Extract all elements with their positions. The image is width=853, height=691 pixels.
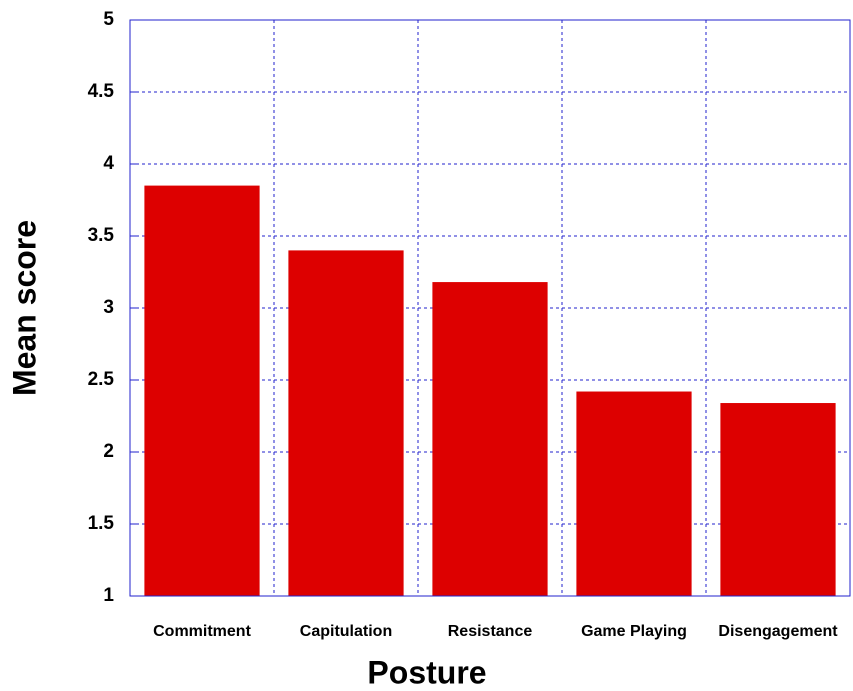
x-tick-label: Game Playing	[581, 623, 687, 640]
y-axis-label: Mean score	[6, 220, 42, 396]
plot-frame	[129, 19, 851, 597]
x-axis-label: Posture	[367, 654, 486, 690]
y-tick-label: 5	[103, 9, 114, 30]
bar	[720, 403, 836, 596]
x-tick-label: Capitulation	[300, 623, 392, 640]
bar	[288, 250, 404, 596]
y-tick-label: 3	[103, 297, 114, 318]
y-tick-label: 4.5	[88, 81, 115, 102]
x-tick-label: Resistance	[448, 623, 533, 640]
y-tick-label: 2.5	[88, 369, 115, 390]
y-tick-label: 2	[103, 441, 114, 462]
y-tick-label: 3.5	[88, 225, 115, 246]
y-tick-label: 4	[103, 153, 114, 174]
y-tick-label: 1	[103, 585, 114, 606]
x-tick-label: Commitment	[153, 623, 251, 640]
bar	[576, 391, 692, 596]
y-tick-label: 1.5	[88, 513, 115, 534]
bar	[432, 282, 548, 596]
x-tick-label: Disengagement	[718, 623, 838, 640]
bar	[144, 185, 260, 596]
